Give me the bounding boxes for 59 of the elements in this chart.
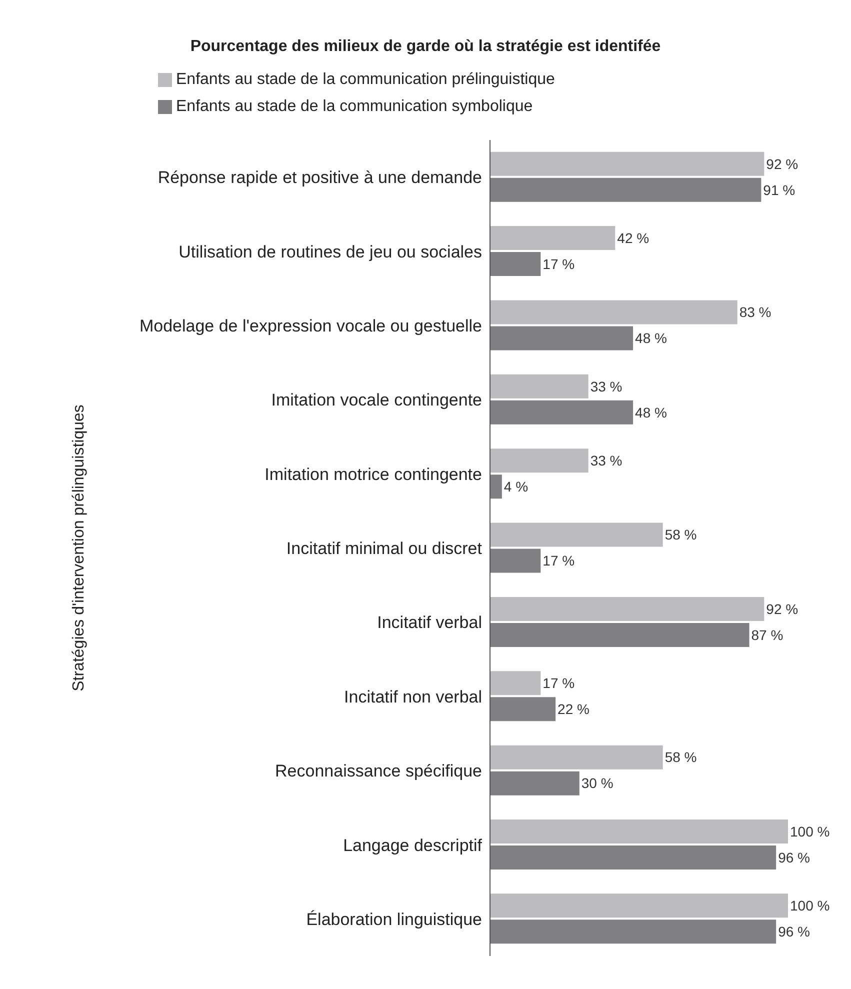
data-label: 58 % (664, 526, 697, 543)
bar (490, 326, 634, 350)
y-tick-label: Utilisation de routines de jeu ou sociales (178, 242, 482, 262)
bar (490, 400, 634, 424)
bar (490, 374, 588, 398)
bar (490, 548, 541, 573)
y-tick-label: Langage descriptif (343, 836, 482, 855)
bar (490, 252, 541, 276)
data-label: 58 % (664, 749, 697, 766)
data-label: 48 % (635, 330, 667, 346)
legend-label: Enfants au stade de la communication symbolique (176, 98, 533, 115)
data-label: 30 % (581, 775, 614, 792)
data-label: 17 % (542, 552, 575, 569)
y-axis-title: Stratégies d'intervention prélinguistiques (70, 404, 88, 692)
data-label: 87 % (751, 626, 784, 643)
data-label: 92 % (766, 600, 798, 617)
data-label: 96 % (778, 849, 810, 866)
bar (490, 448, 588, 473)
bar (490, 697, 556, 722)
chart-title: Pourcentage des milieux de garde où la stratégie est identifée (189, 37, 662, 56)
data-label: 33 % (590, 378, 622, 394)
data-label: 83 % (739, 304, 772, 320)
y-tick-label: Incitatif minimal ou discret (286, 539, 482, 558)
bar (490, 894, 788, 918)
bar (490, 771, 580, 796)
data-label: 100 % (790, 823, 830, 840)
y-tick-label: Imitation motrice contingente (264, 464, 482, 484)
y-tick-label: Imitation vocale contingente (271, 390, 482, 410)
data-label: 33 % (590, 452, 622, 468)
legend-label: Enfants au stade de la communication prélinguistique (176, 71, 555, 88)
data-label: 92 % (766, 156, 798, 172)
bar (490, 846, 776, 870)
y-tick-label: Incitatif verbal (377, 613, 482, 632)
y-tick-label: Reconnaissance spécifique (275, 762, 482, 781)
data-label: 17 % (542, 256, 575, 272)
bar (490, 671, 541, 696)
bar (490, 152, 764, 176)
y-tick-label: Réponse rapide et positive à une demande (158, 168, 482, 188)
y-tick-label: Incitatif non verbal (344, 687, 482, 706)
data-label: 100 % (790, 898, 830, 914)
bar (490, 596, 764, 621)
bar (490, 300, 738, 324)
bar (490, 622, 750, 647)
bar (490, 522, 663, 547)
data-label: 22 % (558, 701, 590, 718)
bar (490, 745, 663, 770)
data-label: 42 % (617, 230, 650, 246)
bar (490, 226, 616, 250)
bar (490, 920, 776, 944)
bar (490, 178, 762, 202)
data-label: 17 % (542, 675, 575, 692)
data-label: 96 % (778, 924, 810, 940)
data-label: 48 % (635, 404, 667, 420)
bar (490, 820, 788, 844)
y-tick-label: Élaboration linguistique (306, 910, 482, 929)
bar (490, 474, 502, 499)
data-label: 91 % (763, 182, 796, 198)
data-label: 4 % (504, 478, 528, 494)
y-tick-label: Modelage de l'expression vocale ou gestuelle (139, 316, 482, 336)
